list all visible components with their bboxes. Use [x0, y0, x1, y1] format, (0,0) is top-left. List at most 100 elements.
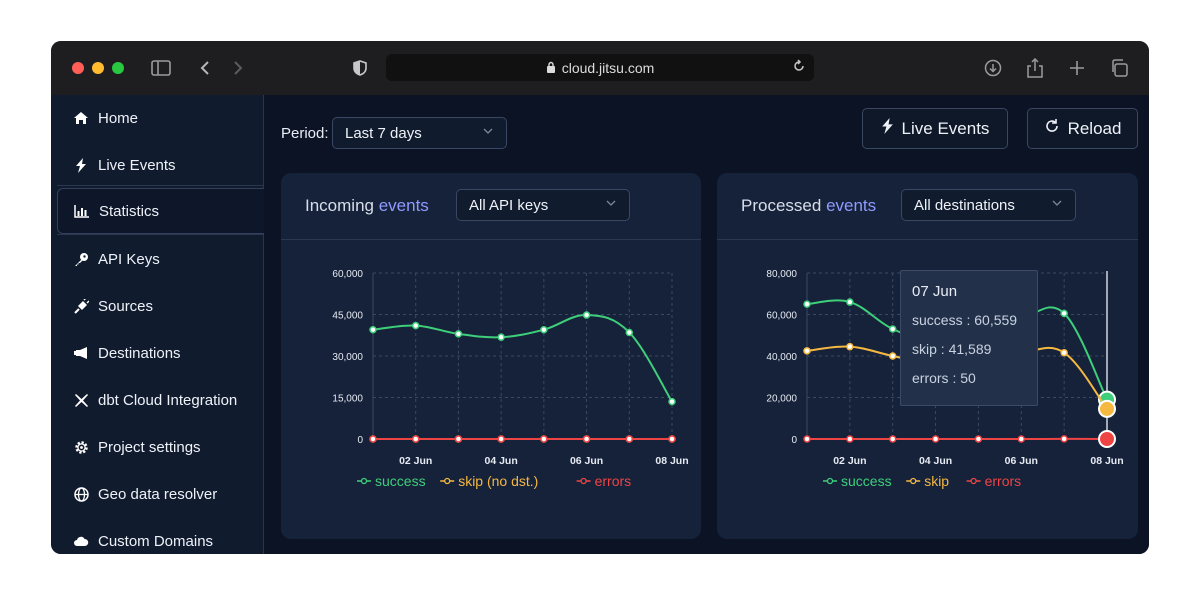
legend-item: skip (no dst.) [440, 473, 538, 489]
sidebar-item-label: API Keys [98, 250, 160, 268]
legend-marker [580, 477, 587, 485]
plug-icon [73, 298, 89, 314]
bolt-icon [73, 157, 89, 173]
data-point [803, 347, 811, 355]
hover-point [1098, 399, 1116, 418]
api-keys-select-value: All API keys [469, 196, 549, 214]
sidebar-item-home[interactable]: Home [57, 95, 264, 141]
destinations-select-value: All destinations [914, 196, 1015, 214]
sidebar-item-live-events[interactable]: Live Events [57, 142, 264, 188]
legend-label: errors [595, 473, 632, 489]
share-icon[interactable] [1022, 55, 1048, 81]
sidebar-item-label: Custom Domains [98, 532, 214, 550]
downloads-icon[interactable] [980, 55, 1006, 81]
main-content: Period: Last 7 days Live Events Reload I… [265, 95, 1149, 554]
incoming-events-chart: 0 15,000 30,000 45,000 60,000 02 Jun 04 Jun 06 … [332, 269, 688, 489]
sidebar-item-sources[interactable]: Sources [57, 283, 264, 329]
legend-item: success [823, 473, 892, 489]
sidebar-item-label: Sources [98, 297, 154, 315]
legend-marker [360, 477, 368, 485]
privacy-shield-icon[interactable] [347, 55, 373, 81]
gear-icon [73, 439, 89, 455]
sidebar-toggle-icon[interactable] [148, 55, 174, 81]
sidebar-item-statistics[interactable]: Statistics [57, 188, 264, 234]
live-events-button[interactable]: Live Events [862, 108, 1008, 149]
period-select-value: Last 7 days [345, 124, 422, 142]
sidebar-item-label: Statistics [99, 202, 160, 220]
incoming-card-title: Incoming events [305, 196, 429, 216]
zoom-window-button[interactable] [112, 62, 124, 74]
new-tab-icon[interactable] [1064, 55, 1090, 81]
data-point [454, 330, 463, 338]
minimize-window-button[interactable] [92, 62, 104, 74]
data-point [540, 435, 548, 443]
sidebar-item-destinations[interactable]: Destinations [57, 330, 264, 376]
legend-label: success [375, 473, 426, 489]
tooltip-success: success : 60,559 [912, 312, 1018, 328]
sidebar-item-label: Project settings [98, 438, 201, 456]
legend-item: errors [576, 473, 632, 489]
data-point [454, 435, 463, 443]
data-point [582, 311, 591, 319]
reload-page-icon[interactable] [792, 59, 806, 76]
y-tick-label: 60,000 [766, 311, 797, 322]
data-point [846, 298, 854, 306]
x-tick-label: 06 Jun [570, 455, 603, 467]
data-point [803, 300, 811, 308]
sidebar-item-label: Home [98, 109, 139, 127]
data-point [369, 435, 377, 443]
chevron-down-icon [605, 197, 617, 209]
reload-button-label: Reload [1067, 118, 1122, 138]
address-bar[interactable]: cloud.jitsu.com [386, 54, 814, 81]
legend-item: errors [966, 473, 1021, 489]
sidebar-item-label: Geo data resolver [98, 485, 218, 503]
dbt-icon [73, 392, 89, 408]
chevron-down-icon [1051, 197, 1063, 209]
chart-icon [74, 203, 90, 219]
y-tick-label: 20,000 [766, 394, 797, 405]
hover-point [1098, 430, 1116, 448]
sidebar-item-label: Live Events [98, 156, 176, 174]
data-point [369, 325, 377, 334]
y-tick-label: 80,000 [766, 269, 797, 280]
url-text: cloud.jitsu.com [561, 59, 655, 76]
y-tick-label: 15,000 [332, 394, 363, 405]
close-window-button[interactable] [72, 62, 84, 74]
data-point [411, 435, 420, 443]
chevron-down-icon [482, 125, 494, 137]
sidebar-item-dbt-cloud[interactable]: dbt Cloud Integration [57, 377, 264, 423]
globe-icon [73, 486, 89, 502]
y-tick-label: 45,000 [332, 311, 363, 322]
megaphone-icon [73, 345, 89, 361]
api-keys-select[interactable]: All API keys [456, 189, 630, 221]
sidebar-divider [57, 234, 264, 235]
period-label: Period: [281, 125, 329, 142]
reload-button[interactable]: Reload [1027, 108, 1138, 149]
period-select[interactable]: Last 7 days [332, 117, 507, 149]
destinations-select[interactable]: All destinations [901, 189, 1076, 221]
data-point [497, 333, 505, 341]
data-point [540, 325, 548, 334]
back-icon[interactable] [192, 55, 218, 81]
y-tick-label: 0 [791, 435, 797, 446]
bolt-icon [881, 118, 894, 139]
browser-titlebar: cloud.jitsu.com [51, 41, 1149, 95]
data-point [803, 435, 811, 443]
sidebar-item-custom-domains[interactable]: Custom Domains [57, 518, 264, 554]
data-point [846, 342, 854, 351]
forward-icon[interactable] [225, 55, 251, 81]
data-point [625, 328, 634, 337]
tooltip-skip: skip : 41,589 [912, 341, 992, 357]
x-tick-label: 04 Jun [485, 455, 518, 467]
legend-item: skip [906, 473, 949, 489]
sidebar-item-geo-data[interactable]: Geo data resolver [57, 471, 264, 517]
cloud-icon [73, 533, 89, 549]
legend-label: success [841, 473, 892, 489]
sidebar-item-project-settings[interactable]: Project settings [57, 424, 264, 470]
tooltip-date: 07 Jun [912, 283, 958, 300]
incoming-title-accent: events [378, 196, 429, 215]
sidebar-item-api-keys[interactable]: API Keys [57, 236, 264, 282]
tab-overview-icon[interactable] [1106, 55, 1132, 81]
data-point [888, 352, 897, 360]
x-tick-label: 08 Jun [655, 455, 688, 467]
